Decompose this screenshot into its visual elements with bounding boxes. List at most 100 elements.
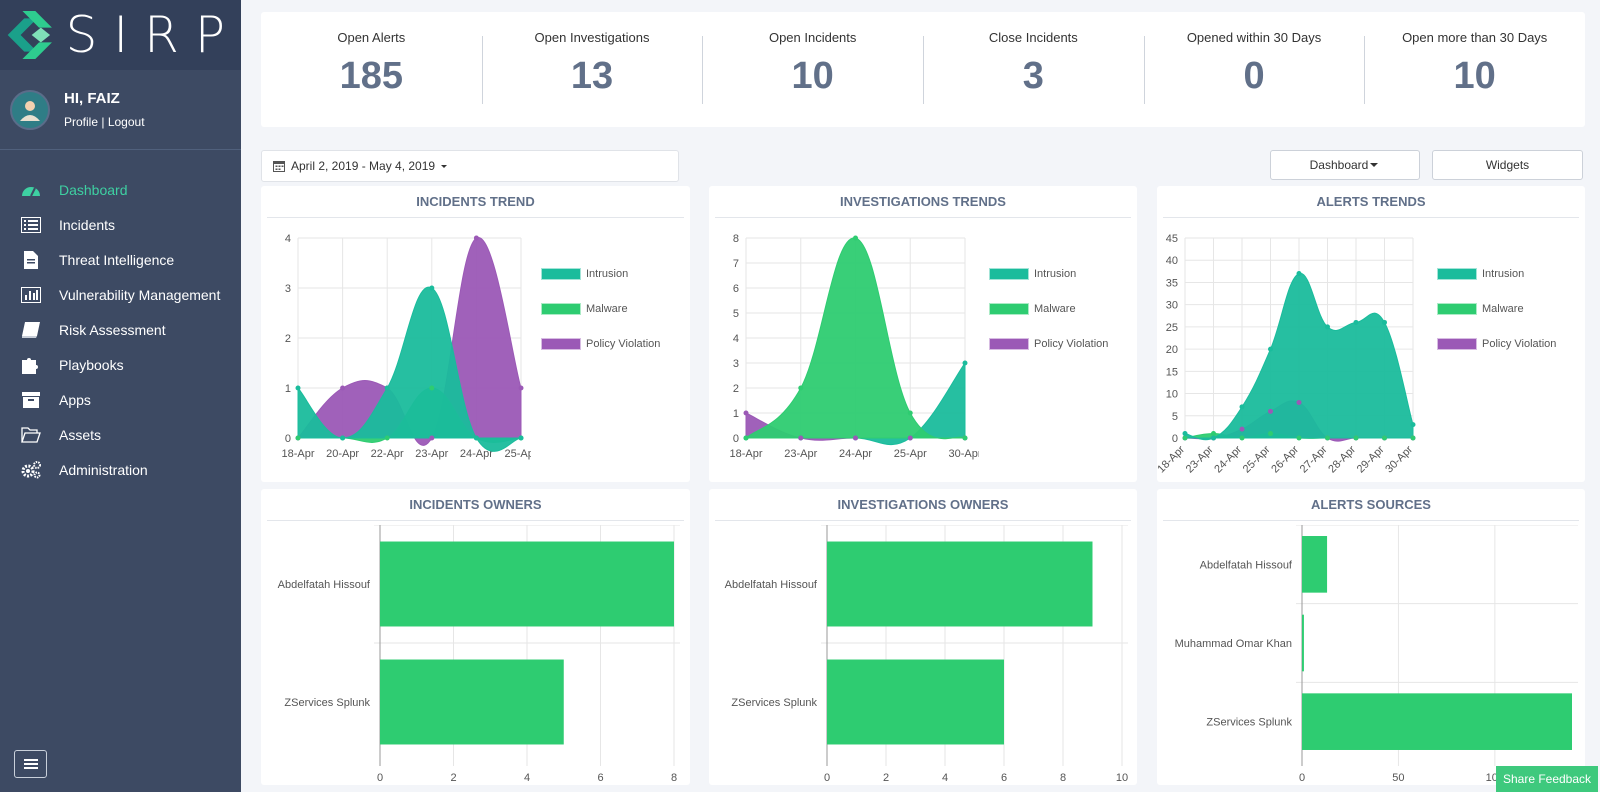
date-range-picker[interactable]: April 2, 2019 - May 4, 2019 xyxy=(261,150,679,182)
nav-item-playbooks[interactable]: Playbooks xyxy=(0,347,241,382)
x-tick-label: 24-Apr xyxy=(839,448,872,460)
x-tick-label: 18-Apr xyxy=(1157,443,1187,475)
widgets-button[interactable]: Widgets xyxy=(1432,150,1583,180)
x-tick-label: 30-Apr xyxy=(1383,443,1415,475)
legend-item[interactable]: Policy Violation xyxy=(1437,326,1556,361)
data-point[interactable] xyxy=(1353,319,1359,325)
y-tick-label: 1 xyxy=(733,408,739,420)
data-point[interactable] xyxy=(295,435,301,441)
dashboard-dropdown-button[interactable]: Dashboard xyxy=(1270,150,1420,180)
avatar[interactable] xyxy=(10,89,50,130)
bar[interactable] xyxy=(1302,693,1572,750)
data-point[interactable] xyxy=(962,435,968,441)
data-point[interactable] xyxy=(962,360,968,366)
data-point[interactable] xyxy=(340,435,346,441)
nav-item-apps[interactable]: Apps xyxy=(0,382,241,417)
legend-item[interactable]: Malware xyxy=(989,291,1108,326)
share-feedback-button[interactable]: Share Feedback xyxy=(1496,766,1598,792)
data-point[interactable] xyxy=(907,410,913,416)
data-point[interactable] xyxy=(1182,431,1188,437)
x-tick-label: 4 xyxy=(524,772,530,781)
bar[interactable] xyxy=(380,659,564,745)
nav-item-vulnerability-management[interactable]: Vulnerability Management xyxy=(0,277,241,312)
nav-item-risk-assessment[interactable]: Risk Assessment xyxy=(0,312,241,347)
data-point[interactable] xyxy=(853,235,858,241)
data-point[interactable] xyxy=(340,385,346,391)
data-point[interactable] xyxy=(473,235,479,241)
data-point[interactable] xyxy=(1296,399,1302,405)
data-point[interactable] xyxy=(1325,324,1330,330)
nav-item-assets[interactable]: Assets xyxy=(0,417,241,452)
data-point[interactable] xyxy=(1382,319,1387,325)
nav-item-administration[interactable]: Administration xyxy=(0,452,241,487)
data-point[interactable] xyxy=(743,410,749,416)
data-point[interactable] xyxy=(1353,435,1359,441)
nav-item-threat-intelligence[interactable]: Threat Intelligence xyxy=(0,242,241,277)
data-point[interactable] xyxy=(1239,404,1245,410)
data-point[interactable] xyxy=(384,385,390,391)
bar[interactable] xyxy=(1302,536,1328,593)
data-point[interactable] xyxy=(1296,435,1302,441)
data-point[interactable] xyxy=(1296,271,1302,277)
stat-value: 0 xyxy=(1243,55,1265,97)
data-point[interactable] xyxy=(429,435,435,441)
data-point[interactable] xyxy=(518,435,524,441)
logo[interactable]: SIRP xyxy=(0,0,241,70)
data-point[interactable] xyxy=(1182,435,1188,441)
series-area-intrusion[interactable] xyxy=(1184,273,1414,441)
data-point[interactable] xyxy=(798,385,804,391)
nav-item-incidents[interactable]: Incidents xyxy=(0,207,241,242)
data-point[interactable] xyxy=(853,435,858,441)
stat-open-incidents[interactable]: Open Incidents 10 xyxy=(702,12,923,127)
stat-open-more-than-30-days[interactable]: Open more than 30 Days 10 xyxy=(1364,12,1585,127)
data-point[interactable] xyxy=(473,435,479,441)
bar[interactable] xyxy=(827,659,1004,745)
legend-item[interactable]: Malware xyxy=(1437,291,1556,326)
y-tick-label: 4 xyxy=(733,333,739,345)
stat-value: 3 xyxy=(1022,55,1044,97)
legend-item[interactable]: Intrusion xyxy=(989,256,1108,291)
data-point[interactable] xyxy=(429,285,435,291)
stat-value: 13 xyxy=(570,55,614,97)
data-point[interactable] xyxy=(907,435,913,441)
legend-item[interactable]: Malware xyxy=(541,291,660,326)
data-point[interactable] xyxy=(1382,435,1387,441)
bar[interactable] xyxy=(827,541,1093,627)
legend-item[interactable]: Policy Violation xyxy=(541,326,660,361)
menu-toggle-button[interactable] xyxy=(14,750,47,778)
profile-link[interactable]: Profile xyxy=(64,115,99,129)
data-point[interactable] xyxy=(1325,435,1330,441)
category-label: ZServices Splunk xyxy=(284,697,370,709)
user-panel: HI, FAIZ Profile | Logout xyxy=(0,70,241,150)
data-point[interactable] xyxy=(384,435,390,441)
nav-item-dashboard[interactable]: Dashboard xyxy=(0,172,241,207)
stat-open-investigations[interactable]: Open Investigations 13 xyxy=(481,12,703,127)
legend-item[interactable]: Policy Violation xyxy=(989,326,1108,361)
legend-label: Intrusion xyxy=(1034,267,1077,280)
bar[interactable] xyxy=(380,541,674,627)
data-point[interactable] xyxy=(1268,346,1273,352)
data-point[interactable] xyxy=(1410,435,1416,441)
stat-open-alerts[interactable]: Open Alerts 185 xyxy=(261,12,482,127)
data-point[interactable] xyxy=(429,385,435,391)
data-point[interactable] xyxy=(798,435,804,441)
data-point[interactable] xyxy=(295,385,301,391)
data-point[interactable] xyxy=(1268,431,1273,437)
data-point[interactable] xyxy=(1268,408,1273,414)
legend-item[interactable]: Intrusion xyxy=(1437,256,1556,291)
stat-opened-within-30-days[interactable]: Opened within 30 Days 0 xyxy=(1143,12,1365,127)
data-point[interactable] xyxy=(1410,422,1416,428)
legend-item[interactable]: Intrusion xyxy=(541,256,660,291)
data-point[interactable] xyxy=(1211,431,1216,437)
data-point[interactable] xyxy=(1211,435,1216,441)
data-point[interactable] xyxy=(1239,426,1245,432)
legend-swatch xyxy=(989,302,1029,315)
alerts-trends-chart: 0 5 10 15 20 25 30 35 40 45 18-Apr23-Apr24-Apr25-A… xyxy=(1157,233,1416,475)
data-point[interactable] xyxy=(1239,435,1245,441)
stat-close-incidents[interactable]: Close Incidents 3 xyxy=(923,12,1144,127)
data-point[interactable] xyxy=(518,385,524,391)
logout-link[interactable]: Logout xyxy=(107,115,145,129)
data-point[interactable] xyxy=(743,435,749,441)
y-tick-label: 0 xyxy=(733,433,739,445)
bar[interactable] xyxy=(1302,614,1304,672)
